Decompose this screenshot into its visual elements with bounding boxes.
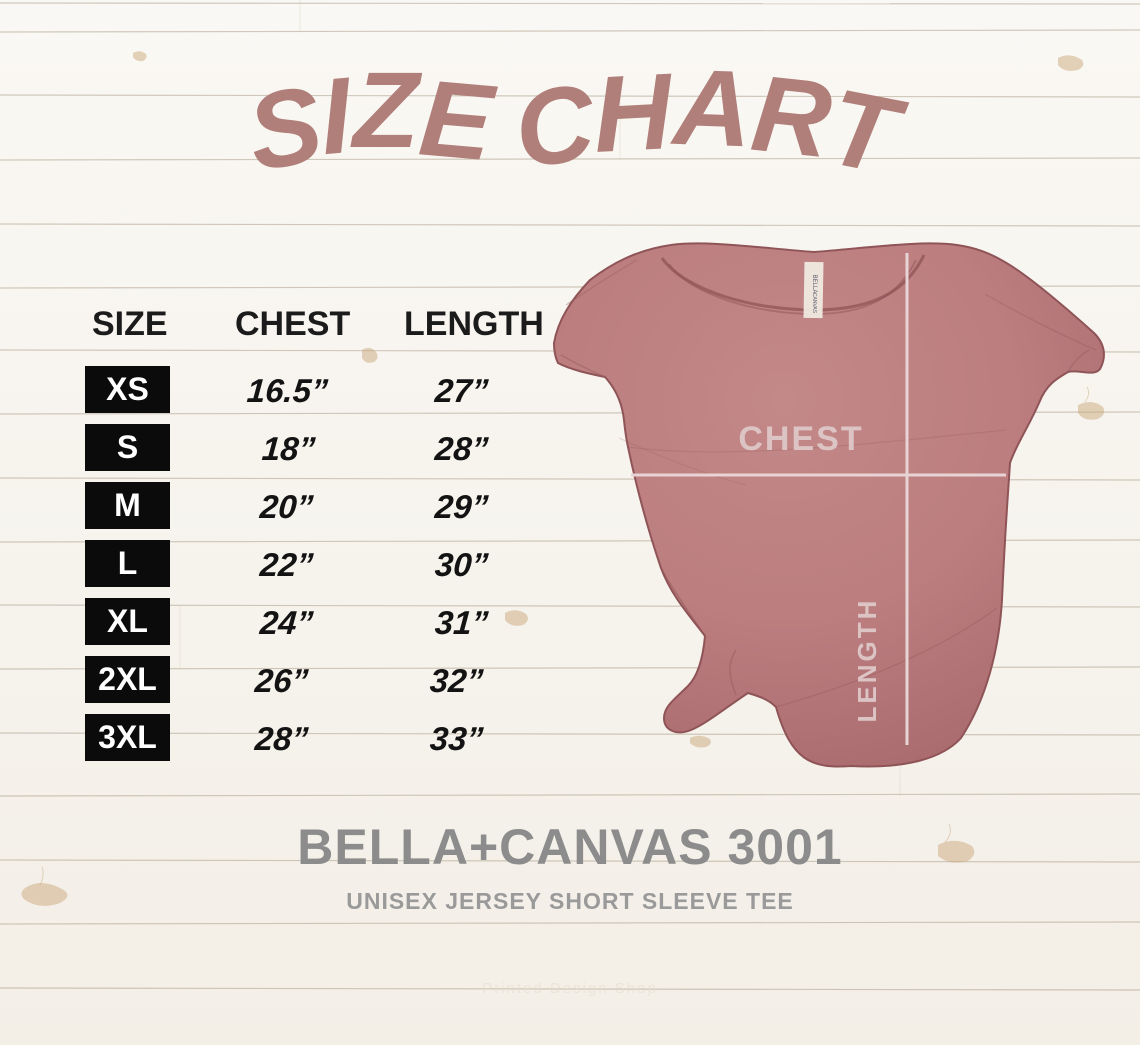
svg-text:CHEST: CHEST [738, 420, 863, 458]
svg-text:BELLA: BELLA [811, 275, 817, 294]
svg-text:CANVAS: CANVAS [811, 293, 817, 314]
svg-text:LENGTH: LENGTH [852, 598, 882, 723]
